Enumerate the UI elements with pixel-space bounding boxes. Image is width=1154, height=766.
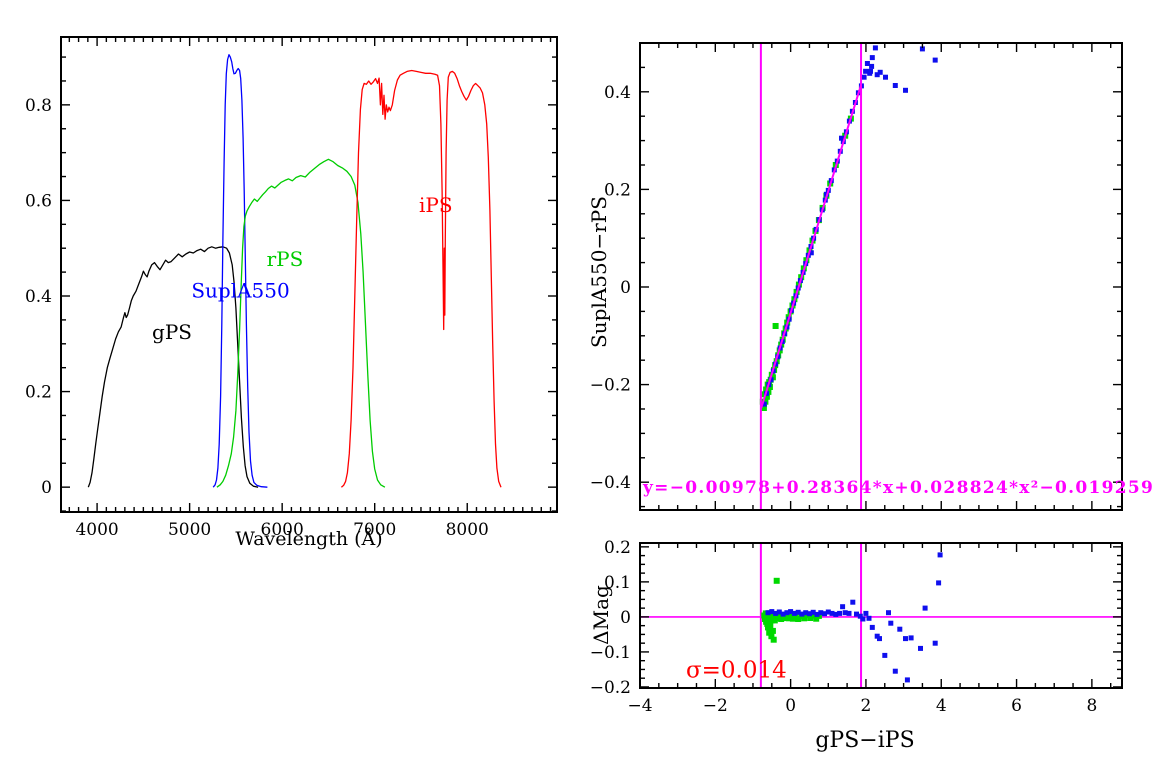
- svg-text:0.4: 0.4: [25, 287, 52, 307]
- svg-text:8000: 8000: [446, 520, 489, 540]
- svg-text:0.2: 0.2: [604, 180, 631, 200]
- svg-text:−4: −4: [627, 696, 652, 716]
- svg-text:0: 0: [41, 478, 52, 498]
- filter-transmission-curves: 4000 5000 6000 7000 8000 0 0.2 0.4 0.6 0.8 gPS Supl…: [25, 36, 558, 540]
- svg-text:0: 0: [620, 278, 631, 298]
- curve-iPS: [340, 69, 502, 488]
- svg-text:0: 0: [620, 608, 631, 628]
- svg-text:0.8: 0.8: [25, 96, 52, 116]
- color-transformation: −0.4 −0.2 0 0.2 0.4 y=−0.00978+0.28364*x+0.02…: [590, 42, 1154, 511]
- curve-SuplA550: [212, 54, 268, 488]
- svg-text:7000: 7000: [353, 520, 396, 540]
- svg-text:6000: 6000: [261, 520, 304, 540]
- svg-text:−2: −2: [703, 696, 728, 716]
- right-bottom-y-axis-title: ΔMag: [589, 585, 613, 645]
- left-x-axis-title: Wavelength (Å): [235, 528, 383, 550]
- curve-gPS: [87, 246, 259, 488]
- right-top-y-axis-title: SuplA550−rPS: [587, 196, 611, 348]
- svg-text:0: 0: [785, 696, 796, 716]
- annotation: SuplA550: [191, 278, 289, 302]
- annotation: rPS: [267, 247, 304, 271]
- curve-rPS: [216, 158, 386, 488]
- svg-text:2: 2: [861, 696, 872, 716]
- svg-text:−0.1: −0.1: [590, 643, 631, 663]
- annotation: gPS: [152, 320, 192, 344]
- svg-text:0.6: 0.6: [25, 191, 52, 211]
- svg-text:4: 4: [936, 696, 947, 716]
- svg-text:−0.4: −0.4: [590, 473, 631, 493]
- svg-text:0.2: 0.2: [604, 538, 631, 558]
- svg-text:6: 6: [1011, 696, 1022, 716]
- svg-text:4000: 4000: [75, 520, 118, 540]
- annotation: y=−0.00978+0.28364*x+0.028824*x²−0.01925…: [642, 478, 1154, 498]
- annotation: σ=0.014: [686, 657, 787, 683]
- svg-text:8: 8: [1086, 696, 1097, 716]
- residuals: −4 −2 0 2 4 6 8 −0.2 −0.1 0 0.1 0.2 σ=0.014: [590, 538, 1123, 716]
- svg-text:0.4: 0.4: [604, 83, 631, 103]
- svg-text:−0.2: −0.2: [590, 678, 631, 698]
- right-x-axis-title: gPS−iPS: [815, 728, 915, 753]
- svg-text:5000: 5000: [168, 520, 211, 540]
- svg-text:0.2: 0.2: [25, 383, 52, 403]
- annotation: iPS: [419, 193, 453, 217]
- svg-text:0.1: 0.1: [604, 573, 631, 593]
- svg-text:−0.2: −0.2: [590, 376, 631, 396]
